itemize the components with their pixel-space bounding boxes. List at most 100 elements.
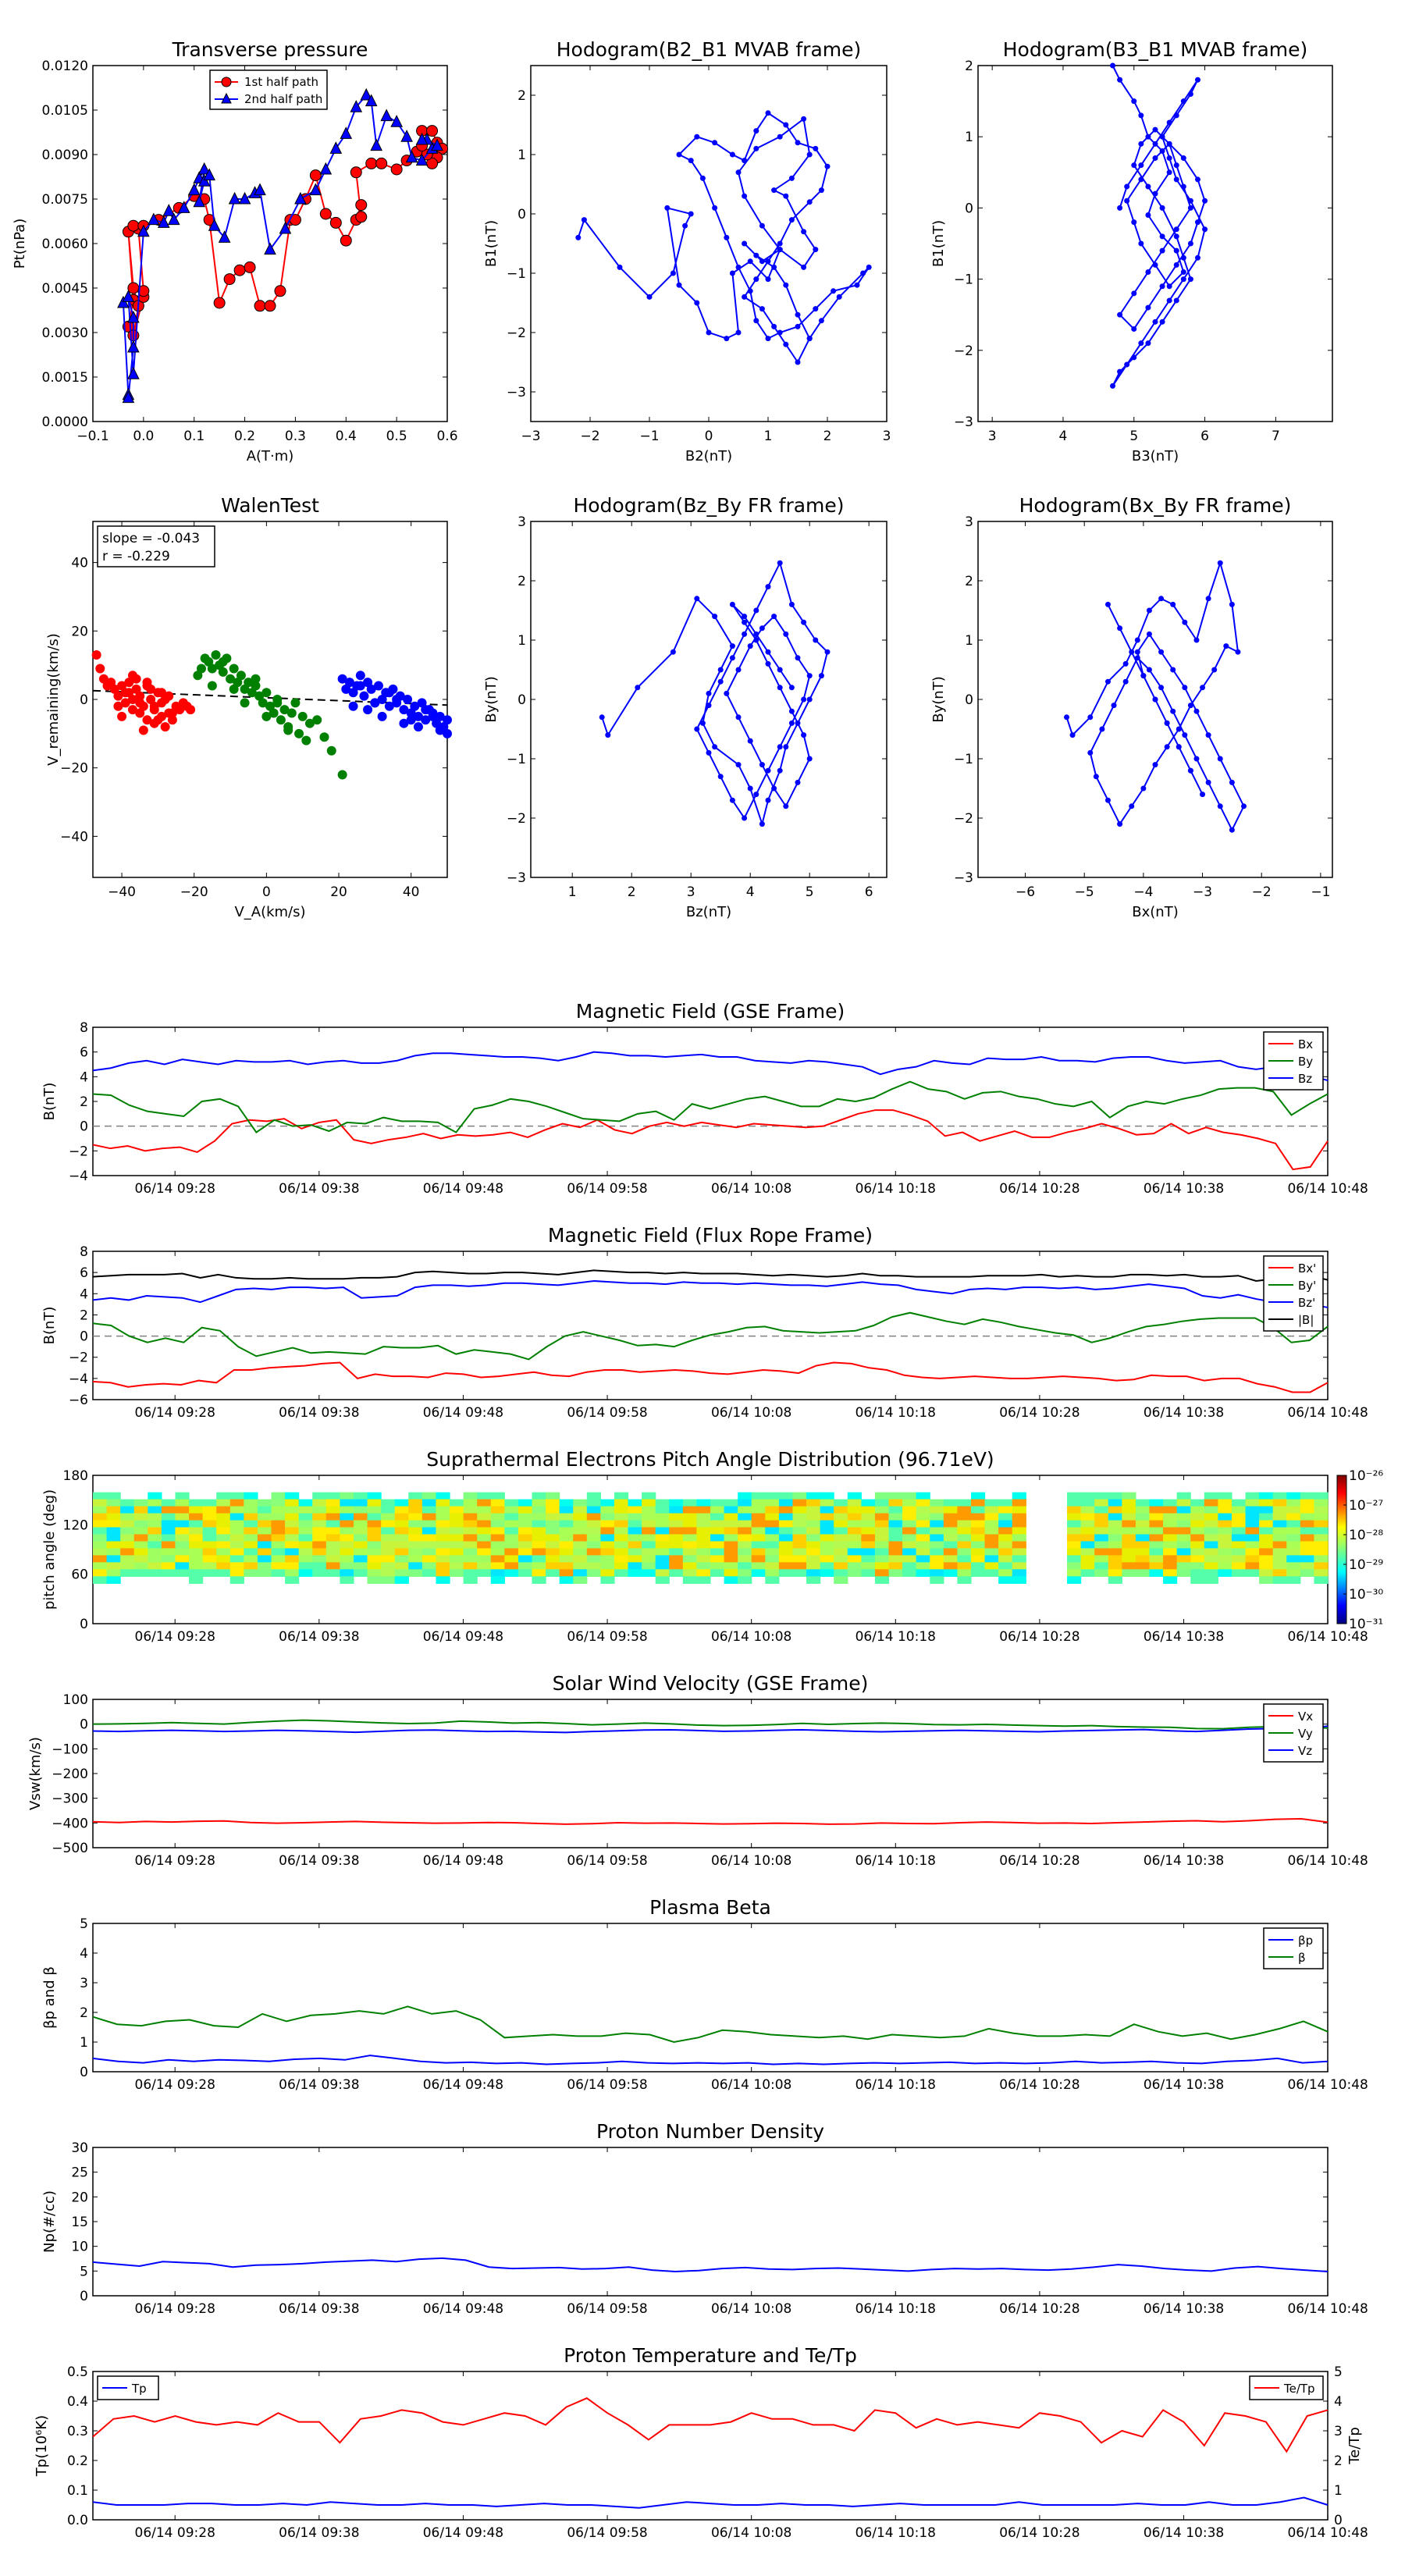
scatter-point bbox=[304, 718, 315, 728]
heatmap-cell bbox=[1204, 1576, 1218, 1584]
heatmap-cell bbox=[1272, 1527, 1287, 1535]
heatmap-cell bbox=[738, 1499, 752, 1507]
scatter-point bbox=[138, 725, 148, 735]
y-tick-label: 3 bbox=[80, 1976, 88, 1991]
y-tick-label: −2 bbox=[69, 1350, 88, 1366]
heatmap-cell bbox=[751, 1541, 766, 1550]
heatmap-cell bbox=[189, 1534, 204, 1542]
heatmap-cell bbox=[1122, 1520, 1136, 1528]
heatmap-cell bbox=[600, 1548, 615, 1557]
data-marker bbox=[717, 667, 724, 673]
heatmap-cell bbox=[312, 1541, 327, 1550]
heatmap-cell bbox=[669, 1513, 684, 1521]
x-tick-label: 0.0 bbox=[133, 429, 154, 444]
heatmap-cell bbox=[1218, 1555, 1232, 1564]
heatmap-cell bbox=[1314, 1576, 1329, 1584]
heatmap-cell bbox=[682, 1562, 698, 1571]
heatmap-cell bbox=[1190, 1562, 1205, 1571]
data-marker bbox=[1229, 827, 1235, 833]
data-marker bbox=[1229, 779, 1235, 785]
heatmap-cell bbox=[669, 1534, 684, 1542]
heatmap-cell bbox=[532, 1527, 546, 1535]
heatmap-cell bbox=[1067, 1569, 1082, 1578]
heatmap-cell bbox=[586, 1541, 601, 1550]
data-marker bbox=[1131, 290, 1137, 297]
heatmap-cell bbox=[202, 1548, 217, 1557]
heatmap-cell bbox=[1190, 1548, 1205, 1557]
y-tick-label: −1 bbox=[954, 272, 973, 288]
heatmap-cell bbox=[1108, 1555, 1122, 1564]
data-marker bbox=[1110, 62, 1116, 69]
heatmap-cell bbox=[1108, 1492, 1122, 1500]
data-marker bbox=[355, 211, 368, 223]
data-marker bbox=[765, 276, 771, 283]
y-tick-label-right: 5 bbox=[1334, 2364, 1343, 2380]
heatmap-cell bbox=[1231, 1534, 1247, 1542]
heatmap-cell bbox=[244, 1555, 258, 1564]
heatmap-cell bbox=[1259, 1506, 1274, 1514]
data-marker bbox=[1164, 744, 1170, 750]
heatmap-cell bbox=[834, 1562, 848, 1571]
legend-label: By' bbox=[1298, 1279, 1316, 1293]
scatter-point bbox=[421, 715, 431, 725]
heatmap-cell bbox=[490, 1576, 505, 1584]
data-marker bbox=[1182, 732, 1188, 738]
x-tick-label: 06/14 10:48 bbox=[1287, 1853, 1368, 1869]
data-marker bbox=[1131, 354, 1137, 361]
heatmap-cell bbox=[628, 1555, 642, 1564]
heatmap-cell bbox=[504, 1520, 519, 1528]
heatmap-cell bbox=[189, 1499, 204, 1507]
heatmap-cell bbox=[984, 1548, 999, 1557]
y-tick-label: 40 bbox=[71, 556, 88, 571]
data-marker bbox=[777, 560, 783, 566]
data-marker bbox=[788, 217, 795, 223]
data-marker bbox=[599, 714, 605, 720]
heatmap-cell bbox=[614, 1569, 629, 1578]
heatmap-cell bbox=[1272, 1569, 1287, 1578]
data-marker bbox=[753, 631, 759, 637]
y-tick-label: 5 bbox=[80, 1916, 88, 1932]
data-marker bbox=[264, 300, 276, 312]
y-tick-label: 0.0045 bbox=[42, 281, 88, 297]
heatmap-cell bbox=[490, 1548, 505, 1557]
heatmap-cell bbox=[943, 1534, 958, 1542]
x-tick-label: 1 bbox=[568, 884, 577, 900]
plot-frame bbox=[92, 2371, 1329, 2521]
data-marker bbox=[806, 336, 813, 342]
heatmap-cell bbox=[189, 1562, 204, 1571]
chart-title: Hodogram(Bz_By FR frame) bbox=[573, 494, 844, 517]
heatmap-cell bbox=[957, 1506, 972, 1514]
data-marker bbox=[783, 341, 789, 347]
data-marker bbox=[742, 240, 748, 247]
heatmap-cell bbox=[559, 1562, 574, 1571]
heatmap-cell bbox=[1259, 1576, 1274, 1584]
heatmap-cell bbox=[408, 1506, 423, 1514]
data-marker bbox=[1187, 91, 1193, 97]
heatmap-cell bbox=[1094, 1492, 1109, 1500]
y-tick-label: 0.0075 bbox=[42, 192, 88, 208]
x-tick-label: 5 bbox=[1129, 429, 1138, 444]
heatmap-cell bbox=[573, 1534, 588, 1542]
heatmap-cell bbox=[381, 1499, 396, 1507]
heatmap-cell bbox=[600, 1576, 615, 1584]
heatmap-cell bbox=[422, 1555, 437, 1564]
y-tick-label: 8 bbox=[80, 1020, 88, 1036]
data-marker bbox=[380, 109, 393, 122]
data-marker bbox=[747, 288, 753, 294]
x-tick-label: −1 bbox=[639, 429, 659, 444]
heatmap-cell bbox=[1108, 1499, 1122, 1507]
heatmap-cell bbox=[765, 1569, 780, 1578]
heatmap-cell bbox=[1300, 1541, 1315, 1550]
scatter-point bbox=[196, 664, 206, 674]
panel-h1: Hodogram(B2_B1 MVAB frame)−3 −2 −1 0 1 2 3−3−2… bbox=[483, 38, 891, 464]
data-marker bbox=[148, 212, 160, 226]
data-marker bbox=[1117, 205, 1123, 211]
data-marker bbox=[676, 282, 682, 288]
x-tick-label: 2 bbox=[628, 884, 636, 900]
heatmap-cell bbox=[1149, 1513, 1164, 1521]
data-marker bbox=[801, 116, 807, 122]
heatmap-cell bbox=[1094, 1520, 1109, 1528]
heatmap-cell bbox=[1080, 1520, 1095, 1528]
heatmap-cell bbox=[325, 1548, 340, 1557]
heatmap-cell bbox=[408, 1562, 423, 1571]
